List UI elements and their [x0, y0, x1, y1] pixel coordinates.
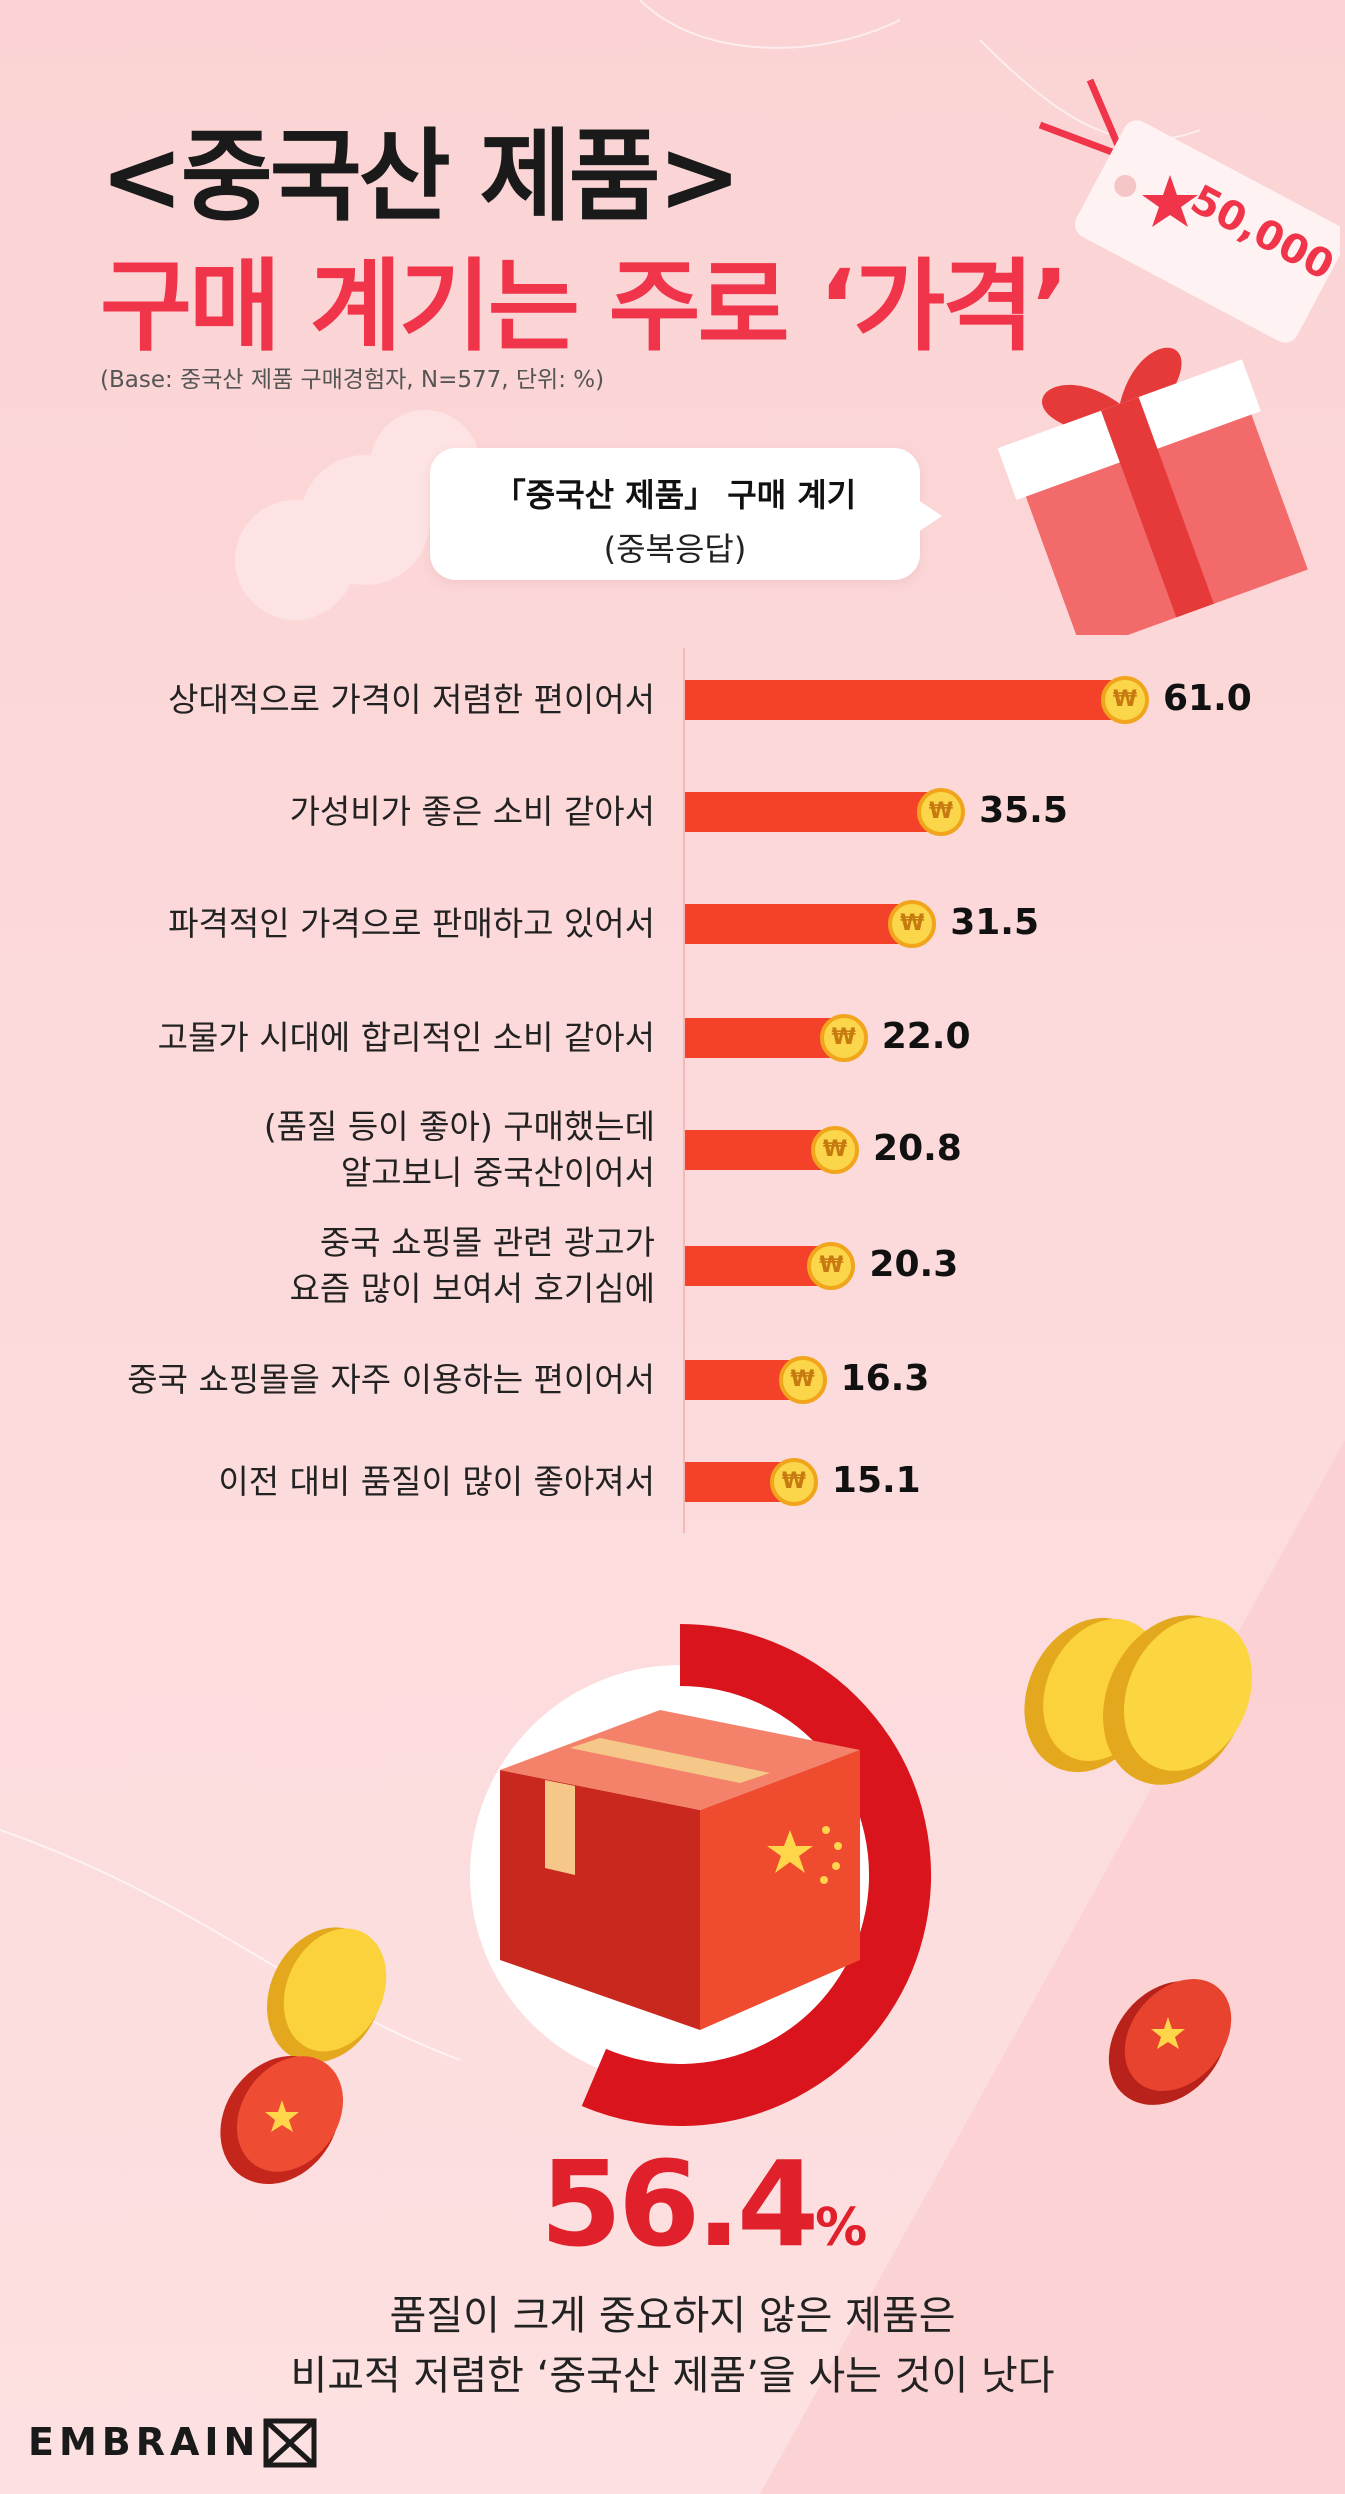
brand-logo-icon — [263, 2418, 317, 2468]
category-label-line: 고물가 시대에 합리적인 소비 같아서 — [157, 1018, 655, 1057]
bar — [685, 1018, 844, 1058]
highlight-text-line2: 비교적 저렴한 ‘중국산 제품’을 사는 것이 낫다 — [290, 2353, 1055, 2399]
value-label: 31.5 — [950, 902, 1040, 943]
gift-box-icon — [997, 347, 1308, 635]
category-label: 상대적으로 가격이 저렴한 편이어서 — [168, 677, 655, 723]
brand-name: EMBRAIN — [28, 2420, 261, 2464]
chart-axis-line — [683, 648, 685, 1533]
highlight-text-line1: 품질이 크게 중요하지 않은 제품은 — [389, 2293, 956, 2339]
category-label: 파격적인 가격으로 판매하고 있어서 — [168, 901, 655, 947]
category-label-line: 가성비가 좋은 소비 같아서 — [289, 792, 655, 831]
bar — [685, 1130, 836, 1170]
bar — [685, 1246, 832, 1286]
china-coin-icon — [1108, 1979, 1232, 2105]
china-coins-icon — [220, 1927, 387, 2185]
value-label: 20.3 — [869, 1244, 959, 1285]
chart-title-bubble: 「중국산 제품」 구매 계기 (중복응답) — [430, 448, 942, 580]
base-note: (Base: 중국산 제품 구매경험자, N=577, 단위: %) — [100, 367, 605, 393]
value-label: 35.5 — [979, 790, 1068, 831]
category-label: 고물가 시대에 합리적인 소비 같아서 — [158, 1015, 655, 1061]
category-label-line: 상대적으로 가격이 저렴한 편이어서 — [168, 680, 655, 719]
category-label-line: 이전 대비 품질이 많이 좋아져서 — [218, 1462, 655, 1501]
highlight-percent: 56.4% — [540, 2135, 867, 2273]
value-label: 20.8 — [873, 1128, 962, 1169]
chart-subtitle: (중복응답) — [603, 530, 747, 568]
shipping-box-icon — [500, 1710, 860, 2030]
category-label: 가성비가 좋은 소비 같아서 — [290, 789, 655, 835]
page-subtitle: 구매 계기는 주로 ‘가격’ — [100, 248, 1069, 365]
progress-ring-arc — [581, 1624, 931, 2126]
value-label: 22.0 — [881, 1016, 971, 1057]
won-coin-icon: ₩ — [917, 788, 966, 836]
value-label: 61.0 — [1163, 678, 1252, 719]
chart-title: 「중국산 제품」 구매 계기 — [493, 476, 857, 514]
won-coin-icon: ₩ — [1101, 676, 1149, 724]
won-coin-icon: ₩ — [807, 1242, 856, 1290]
category-label-line: 파격적인 가격으로 판매하고 있어서 — [168, 904, 655, 943]
won-coin-icon: ₩ — [778, 1356, 827, 1404]
category-label-line: (품질 등이 좋아) 구매했는데 — [263, 1107, 655, 1146]
highlight-value: 56.4 — [540, 2135, 819, 2273]
category-label-line: 중국 쇼핑몰 관련 광고가 — [319, 1223, 655, 1262]
category-label-line: 중국 쇼핑몰을 자주 이용하는 편이어서 — [127, 1360, 655, 1399]
category-label-line: 요즘 많이 보여서 호기심에 — [289, 1269, 655, 1308]
price-tag-icon — [1038, 78, 1340, 343]
bar — [685, 792, 942, 832]
category-label: 중국 쇼핑몰을 자주 이용하는 편이어서 — [127, 1357, 655, 1403]
category-label: 이전 대비 품질이 많이 좋아져서 — [218, 1459, 655, 1505]
value-label: 16.3 — [840, 1358, 930, 1399]
bar — [685, 904, 913, 944]
bar — [685, 680, 1125, 720]
won-coin-icon: ₩ — [888, 900, 937, 948]
highlight-unit: % — [815, 2198, 868, 2258]
page-title: <중국산 제품> — [100, 118, 741, 235]
won-coin-icon: ₩ — [811, 1126, 860, 1174]
won-coin-icon: ₩ — [819, 1014, 868, 1062]
won-coin-icon: ₩ — [769, 1458, 818, 1506]
value-label: 15.1 — [831, 1460, 921, 1501]
brand-logo: EMBRAIN — [28, 2420, 260, 2464]
gold-coins-icon — [1024, 1615, 1253, 1785]
category-label-line: 알고보니 중국산이어서 — [340, 1153, 655, 1192]
